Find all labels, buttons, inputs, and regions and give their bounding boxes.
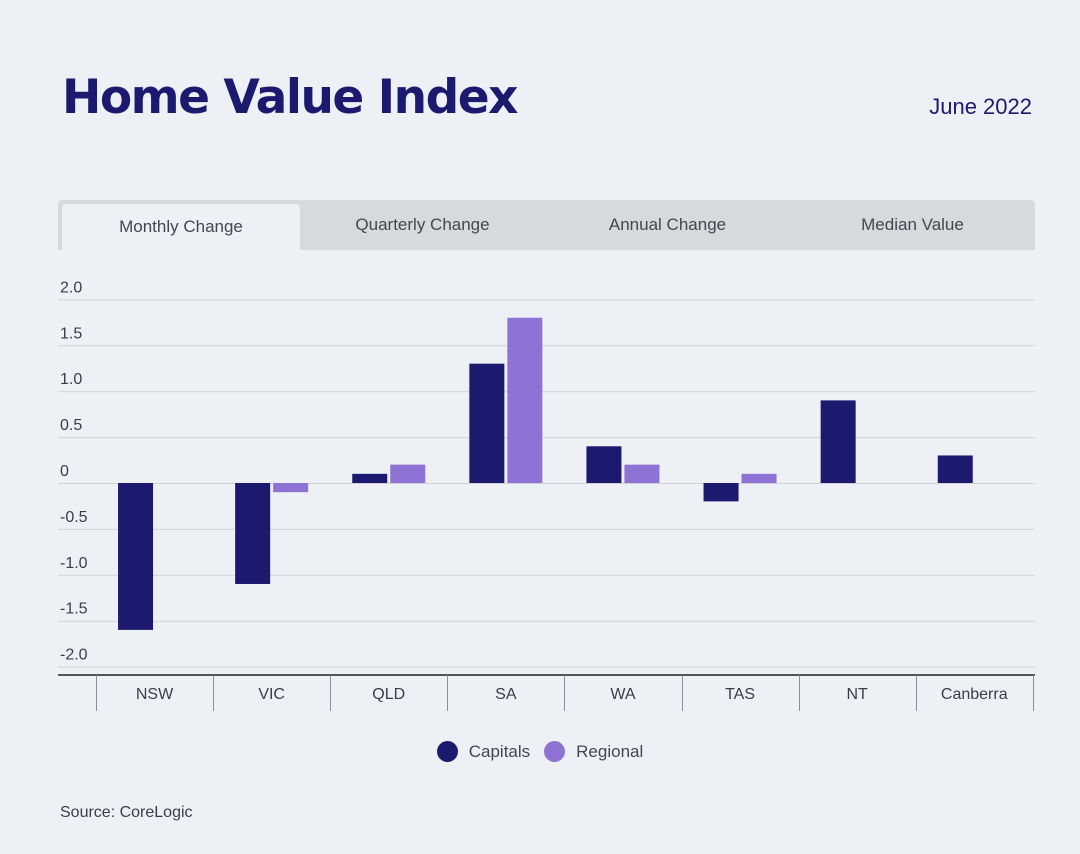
bar-capitals-nsw — [118, 483, 154, 630]
x-tick-label: NT — [846, 686, 868, 703]
x-tick-label: WA — [610, 686, 636, 703]
tab-monthly-change[interactable]: Monthly Change — [62, 204, 300, 250]
x-tick-label: SA — [495, 686, 517, 703]
bar-capitals-vic — [235, 483, 271, 584]
legend-swatch-capitals — [436, 741, 458, 762]
legend-label-regional: Regional — [576, 741, 644, 761]
x-tick-label: QLD — [372, 686, 405, 703]
legend-item-capitals[interactable]: Capitals — [436, 741, 531, 762]
y-tick-label: 0 — [60, 463, 69, 480]
y-tick-label: 1.5 — [60, 325, 82, 342]
bar-regional-sa — [507, 317, 543, 483]
date-label: June 2022 — [929, 94, 1032, 119]
bar-regional-tas — [741, 473, 777, 483]
tab-annual-change[interactable]: Annual Change — [608, 215, 727, 234]
legend-label-capitals: Capitals — [468, 741, 531, 761]
bar-regional-vic — [273, 483, 309, 493]
bar-capitals-canberra — [937, 455, 973, 483]
bar-capitals-tas — [703, 483, 739, 502]
x-tick-label: TAS — [725, 686, 755, 703]
source-note: Source: CoreLogic — [60, 804, 193, 821]
bar-capitals-sa — [469, 363, 505, 483]
chart-title: Home Value Index — [62, 70, 518, 125]
y-tick-label: 0.5 — [60, 417, 82, 434]
y-tick-label: -1.5 — [60, 601, 88, 618]
legend-item-regional[interactable]: Regional — [544, 741, 643, 762]
y-tick-label: 1.0 — [60, 371, 82, 388]
tab-quarterly-change[interactable]: Quarterly Change — [355, 215, 490, 234]
y-tick-label: 2.0 — [60, 279, 82, 296]
x-tick-label: VIC — [258, 686, 285, 703]
legend-swatch-regional — [544, 741, 566, 762]
y-tick-label: -1.0 — [60, 555, 88, 572]
y-tick-label: -2.0 — [60, 647, 88, 664]
bar-capitals-nt — [820, 400, 856, 483]
bar-capitals-wa — [586, 446, 622, 483]
y-tick-label: -0.5 — [60, 509, 88, 526]
x-tick-label: NSW — [136, 686, 174, 703]
x-tick-label: Canberra — [941, 686, 1008, 703]
legend: Capitals Regional — [0, 741, 1080, 762]
bar-regional-wa — [624, 464, 660, 483]
bar-capitals-qld — [352, 473, 388, 483]
bar-regional-qld — [390, 464, 426, 483]
tab-bar: Monthly Change Quarterly Change Annual C… — [58, 200, 1035, 250]
tab-median-value[interactable]: Median Value — [861, 215, 964, 234]
